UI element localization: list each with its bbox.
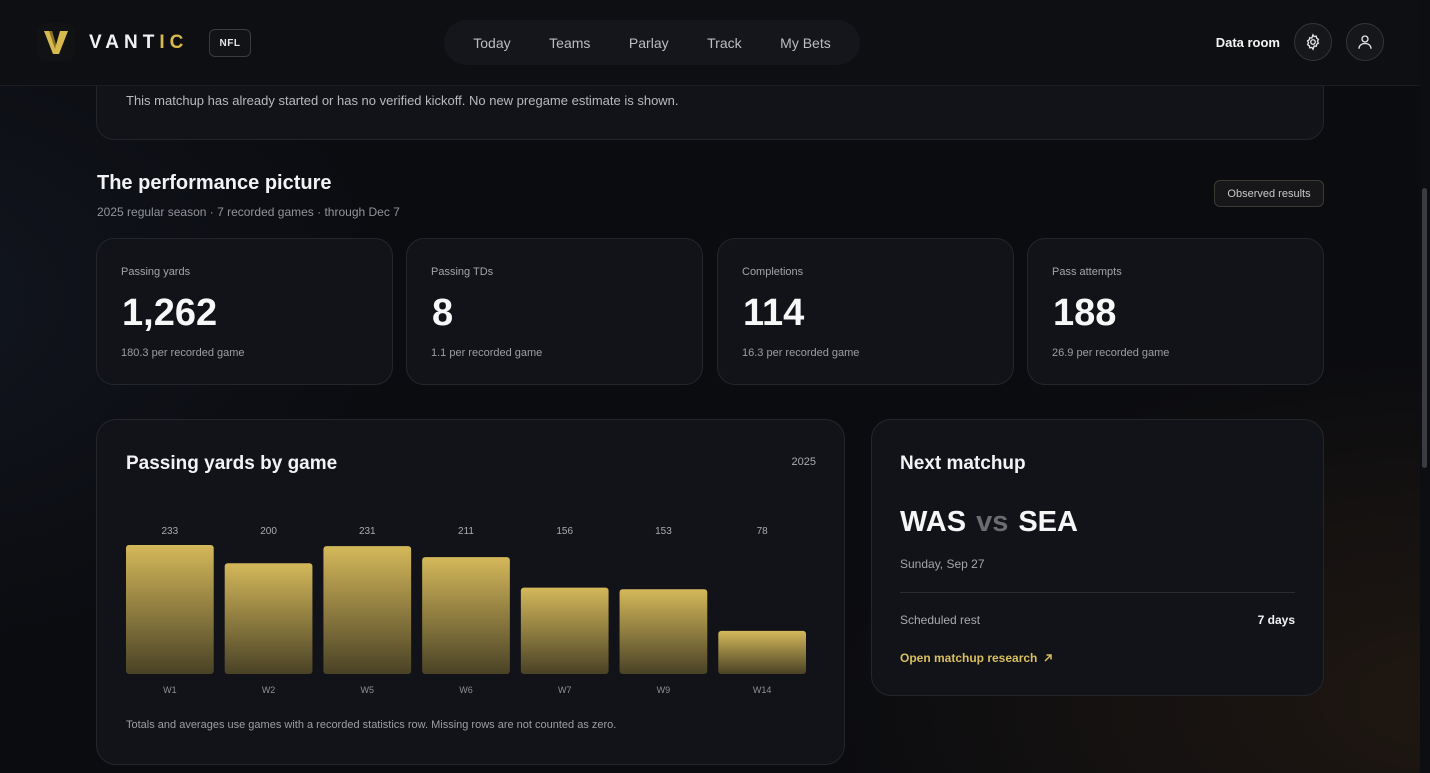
scrollbar-thumb[interactable] bbox=[1422, 188, 1427, 468]
bar-w5[interactable] bbox=[323, 546, 412, 674]
profile-button[interactable] bbox=[1346, 23, 1384, 61]
performance-title: The performance picture bbox=[97, 172, 332, 194]
next-matchup-card: Next matchup WAS vs SEA Sunday, Sep 27 Sch… bbox=[871, 419, 1324, 696]
stat-per-game: 1.1 per recorded game bbox=[431, 347, 543, 359]
stat-per-game: 180.3 per recorded game bbox=[121, 347, 245, 359]
stat-label: Pass attempts bbox=[1052, 266, 1122, 278]
divider bbox=[900, 592, 1295, 593]
observed-results-badge: Observed results bbox=[1214, 180, 1324, 207]
stat-label: Completions bbox=[742, 266, 804, 278]
matchup-teams: WAS vs SEA bbox=[900, 506, 1078, 539]
bar-w14[interactable] bbox=[718, 630, 806, 674]
chart-title: Passing yards by game bbox=[126, 453, 338, 474]
chart-year: 2025 bbox=[791, 456, 816, 468]
header-actions: Data room bbox=[1216, 23, 1384, 61]
stat-label: Passing TDs bbox=[431, 266, 494, 278]
nav-item-today[interactable]: Today bbox=[473, 34, 511, 51]
team-home: WAS bbox=[900, 506, 967, 538]
rest-label: Scheduled rest bbox=[900, 613, 981, 627]
passing-yards-chart-card: Passing yards by game 2025 233 W1 200 W2 231… bbox=[96, 419, 845, 765]
stat-value: 114 bbox=[743, 292, 805, 334]
x-tick-label: W2 bbox=[262, 685, 276, 695]
research-link-label: Open matchup research bbox=[900, 651, 1038, 665]
chart-footnote: Totals and averages use games with a rec… bbox=[126, 719, 617, 731]
nav-item-parlay[interactable]: Parlay bbox=[628, 34, 669, 51]
matchup-date: Sunday, Sep 27 bbox=[900, 557, 985, 571]
bar-value-label: 233 bbox=[162, 526, 179, 537]
x-tick-label: W14 bbox=[753, 685, 772, 695]
x-tick-label: W9 bbox=[657, 685, 671, 695]
kickoff-notice-text: This matchup has already started or has … bbox=[126, 93, 679, 108]
stat-card-pass-attempts: Pass attempts 188 26.9 per recorded game bbox=[1027, 238, 1324, 385]
rest-value: 7 days bbox=[1257, 613, 1295, 627]
stat-card-completions: Completions 114 16.3 per recorded game bbox=[717, 238, 1014, 385]
bar-value-label: 200 bbox=[260, 526, 277, 537]
nav-item-my-bets[interactable]: My Bets bbox=[780, 34, 831, 51]
gear-icon bbox=[1306, 33, 1320, 51]
bar-chart: 233 W1 200 W2 231 W5 211 W6 156 W7 153 W9 78 W14 bbox=[126, 526, 806, 695]
x-tick-label: W7 bbox=[558, 685, 572, 695]
data-room-link[interactable]: Data room bbox=[1215, 34, 1280, 50]
nav-item-track[interactable]: Track bbox=[707, 34, 742, 51]
x-tick-label: W5 bbox=[361, 685, 375, 695]
stat-value: 188 bbox=[1053, 292, 1117, 334]
bar-w6[interactable] bbox=[422, 557, 510, 674]
stat-value: 8 bbox=[432, 292, 454, 334]
bar-value-label: 78 bbox=[757, 526, 769, 537]
arrow-up-right-icon bbox=[1044, 654, 1053, 662]
vs-label: vs bbox=[976, 506, 1009, 538]
bar-w9[interactable] bbox=[619, 589, 708, 674]
bar-w7[interactable] bbox=[520, 587, 609, 674]
bar-value-label: 156 bbox=[556, 526, 573, 537]
open-matchup-research-link[interactable]: Open matchup research bbox=[900, 651, 1053, 665]
stat-label: Passing yards bbox=[121, 266, 191, 278]
main-nav: Today Teams Parlay Track My Bets bbox=[444, 20, 860, 65]
bar-w2[interactable] bbox=[224, 563, 313, 674]
x-tick-label: W6 bbox=[459, 685, 473, 695]
brand-wordmark[interactable]: VANTIC bbox=[89, 32, 189, 53]
stat-card-passing-yards: Passing yards 1,262 180.3 per recorded g… bbox=[96, 238, 393, 385]
bar-value-label: 211 bbox=[458, 526, 474, 537]
bar-value-label: 153 bbox=[655, 526, 672, 537]
nav-item-teams[interactable]: Teams bbox=[549, 34, 591, 51]
stat-per-game: 26.9 per recorded game bbox=[1052, 347, 1170, 359]
x-tick-label: W1 bbox=[163, 685, 177, 695]
bar-w1[interactable] bbox=[126, 545, 214, 674]
settings-button[interactable] bbox=[1294, 23, 1332, 61]
stat-per-game: 16.3 per recorded game bbox=[742, 347, 860, 359]
stat-value: 1,262 bbox=[122, 292, 218, 334]
logo-icon[interactable] bbox=[37, 23, 75, 61]
user-icon bbox=[1358, 35, 1372, 49]
bar-value-label: 231 bbox=[359, 526, 376, 537]
matchup-title: Next matchup bbox=[900, 453, 1026, 474]
performance-subtitle: 2025 regular season · 7 recorded games ·… bbox=[97, 205, 400, 219]
stat-card-passing-tds: Passing TDs 8 1.1 per recorded game bbox=[406, 238, 703, 385]
league-badge[interactable]: NFL bbox=[209, 29, 251, 57]
top-bar: VANTIC NFL Today Teams Parlay Track My B… bbox=[0, 0, 1420, 86]
team-away: SEA bbox=[1018, 506, 1078, 538]
